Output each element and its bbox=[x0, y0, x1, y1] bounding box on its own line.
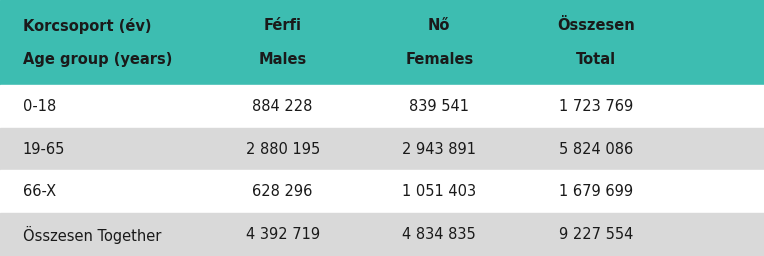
Text: 4 834 835: 4 834 835 bbox=[403, 227, 476, 242]
Text: 19-65: 19-65 bbox=[23, 142, 65, 157]
Bar bbox=[0, 85, 764, 128]
Text: Férfi: Férfi bbox=[264, 18, 302, 33]
Text: 839 541: 839 541 bbox=[410, 99, 469, 114]
Text: Age group (years): Age group (years) bbox=[23, 52, 173, 67]
Bar bbox=[0, 213, 764, 256]
Text: Korcsoport (év): Korcsoport (év) bbox=[23, 18, 151, 34]
Text: Összesen Together: Összesen Together bbox=[23, 226, 161, 244]
Text: 0-18: 0-18 bbox=[23, 99, 57, 114]
Text: Összesen: Összesen bbox=[557, 18, 635, 33]
Text: 66-X: 66-X bbox=[23, 184, 56, 199]
Text: 884 228: 884 228 bbox=[252, 99, 313, 114]
Text: Males: Males bbox=[258, 52, 307, 67]
Text: 2 880 195: 2 880 195 bbox=[245, 142, 320, 157]
Text: 628 296: 628 296 bbox=[252, 184, 313, 199]
Text: 2 943 891: 2 943 891 bbox=[403, 142, 476, 157]
Text: 4 392 719: 4 392 719 bbox=[245, 227, 320, 242]
Text: Nő: Nő bbox=[428, 18, 451, 33]
Bar bbox=[0, 0, 764, 85]
Bar bbox=[0, 128, 764, 170]
Text: Females: Females bbox=[405, 52, 474, 67]
Text: 1 051 403: 1 051 403 bbox=[402, 184, 477, 199]
Text: 5 824 086: 5 824 086 bbox=[558, 142, 633, 157]
Text: 1 679 699: 1 679 699 bbox=[558, 184, 633, 199]
Text: 9 227 554: 9 227 554 bbox=[558, 227, 633, 242]
Text: Total: Total bbox=[576, 52, 616, 67]
Bar bbox=[0, 170, 764, 213]
Text: 1 723 769: 1 723 769 bbox=[558, 99, 633, 114]
